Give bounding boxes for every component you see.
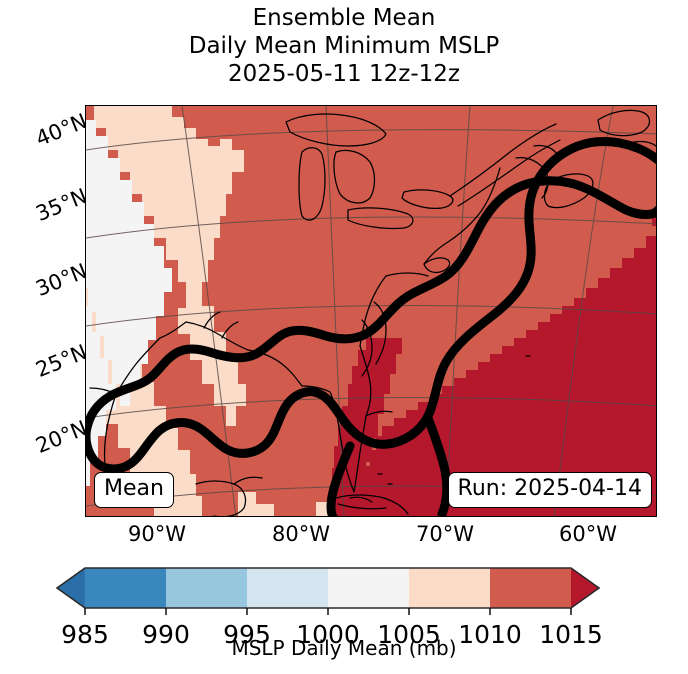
coastlines xyxy=(89,109,656,516)
lon-label-80w: 80°W xyxy=(272,522,330,546)
colorbar[interactable]: 985 990 995 1000 1005 1010 1015 xyxy=(0,560,688,670)
lat-label-25n: 25°N xyxy=(32,339,91,382)
mslp-map[interactable]: Mean Run: 2025-04-14 xyxy=(85,105,657,517)
lat-label-35n: 35°N xyxy=(32,183,91,226)
colorbar-tick-1005: 1005 xyxy=(377,620,441,649)
colorbar-over-arrow xyxy=(571,568,599,608)
colorbar-tick-1015: 1015 xyxy=(539,620,603,649)
colorbar-tick-995: 995 xyxy=(223,620,271,649)
colorbar-band-1010-1015 xyxy=(490,568,571,608)
colorbar-band-985-990 xyxy=(85,568,166,608)
colorbar-ticks xyxy=(84,608,572,615)
mean-annotation-box: Mean xyxy=(94,472,174,508)
lat-label-20n: 20°N xyxy=(32,415,91,458)
run-annotation-box: Run: 2025-04-14 xyxy=(447,472,652,508)
mslp-contour-line xyxy=(86,137,656,516)
title-line-2: Daily Mean Minimum MSLP xyxy=(188,33,500,59)
map-svg xyxy=(86,106,656,516)
colorbar-tick-1010: 1010 xyxy=(458,620,522,649)
page-title: Ensemble Mean Daily Mean Minimum MSLP 20… xyxy=(0,4,688,88)
map-stage xyxy=(86,106,656,516)
colorbar-band-990-995 xyxy=(166,568,247,608)
colorbar-bands xyxy=(55,567,601,609)
colorbar-band-1000-1005 xyxy=(328,568,409,608)
lat-label-40n: 40°N xyxy=(32,108,91,151)
lat-label-30n: 30°N xyxy=(32,258,91,301)
colorbar-svg xyxy=(55,567,601,615)
colorbar-band-1005-1010 xyxy=(409,568,490,608)
colorbar-under-arrow xyxy=(57,568,85,608)
colorbar-tick-990: 990 xyxy=(142,620,190,649)
colorbar-band-995-1000 xyxy=(247,568,328,608)
colorbar-title: MSLP Daily Mean (mb) xyxy=(231,636,457,660)
title-line-1: Ensemble Mean xyxy=(252,5,436,31)
lon-label-60w: 60°W xyxy=(559,522,617,546)
colorbar-tick-1000: 1000 xyxy=(296,620,360,649)
lon-label-90w: 90°W xyxy=(128,522,186,546)
colorbar-tick-985: 985 xyxy=(61,620,109,649)
lon-label-70w: 70°W xyxy=(416,522,474,546)
title-line-3: 2025-05-11 12z-12z xyxy=(228,61,460,87)
fill-1000-1005 xyxy=(86,120,172,486)
